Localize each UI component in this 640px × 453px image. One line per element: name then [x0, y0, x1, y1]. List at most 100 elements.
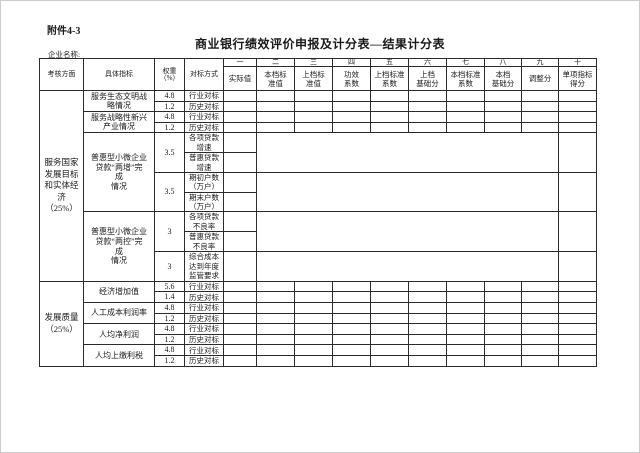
data-cell: [484, 323, 522, 335]
weight-cell: 4.8: [154, 111, 185, 123]
method-cell: 普惠贷款 增速: [184, 152, 224, 173]
col-number-7: 七: [446, 58, 485, 67]
data-cell: [223, 100, 257, 113]
data-cell: [223, 333, 257, 346]
data-cell: [558, 280, 597, 293]
data-cell: [223, 231, 257, 252]
company-name-label: 企业名称:: [48, 50, 81, 59]
merged-data-cell: [256, 132, 559, 173]
method-cell: 各项贷款 不良率: [184, 211, 224, 233]
data-cell: [256, 291, 295, 304]
indicator-cell: 服务战略性新兴 产业情况: [83, 111, 155, 134]
data-cell: [256, 333, 295, 346]
data-cell: [294, 344, 333, 357]
method-cell: 普惠贷款 不良率: [184, 231, 224, 252]
data-cell: [558, 344, 597, 357]
col-name-adjust-score: 调整分: [521, 66, 559, 91]
indicator-cell: 普惠型小微企业 贷款“两增”完 成 情况: [83, 132, 155, 213]
table-row: 发展质量 （25%） 经济增加值 5.6 行业对标: [39, 280, 597, 367]
method-cell: 行业对标: [184, 302, 224, 314]
data-cell: [256, 121, 295, 134]
data-cell: [256, 323, 295, 335]
data-cell: [408, 90, 447, 102]
col-name-upper-standard: 上档标 准值: [294, 66, 333, 91]
method-cell: 历史对标: [184, 312, 224, 325]
data-cell: [408, 355, 447, 367]
data-cell: [294, 100, 333, 113]
method-cell: 期末户数 （万户）: [184, 191, 224, 213]
data-cell: [446, 333, 485, 346]
data-cell: [521, 291, 559, 304]
data-cell: [370, 280, 409, 293]
data-cell: [332, 302, 371, 314]
data-cell: [294, 323, 333, 335]
data-cell: [294, 121, 333, 134]
data-cell: [223, 344, 257, 357]
data-cell: [484, 291, 522, 304]
weight-cell: 1.2: [154, 121, 185, 134]
data-cell: [223, 302, 257, 314]
header-method: 对标方式: [184, 58, 224, 91]
table-row: 1.4 历史对标: [40, 291, 597, 304]
weight-cell: 4.8: [154, 344, 185, 357]
score-sheet-table: 考核方面 具体指标 权重 （%） 对标方式 一 二 三 四 五 六 七 八 九 …: [39, 58, 597, 367]
col-number-9: 九: [521, 58, 559, 67]
data-cell: [256, 280, 295, 293]
table-row: 人工成本利润率 4.8 行业对标: [40, 302, 597, 325]
weight-cell: 1.2: [154, 355, 185, 367]
indicator-cell: 人均净利润: [83, 323, 155, 346]
data-cell: [484, 333, 522, 346]
data-cell: [446, 302, 485, 314]
weight-cell: 1.2: [154, 333, 185, 346]
weight-cell: 3.5: [154, 132, 185, 173]
table-row: 3.5 期初户数 （万户）: [40, 171, 597, 213]
data-cell: [408, 323, 447, 335]
col-name-actual-value: 实际值: [223, 66, 257, 91]
data-cell: [332, 355, 371, 367]
item-score-cell: [558, 132, 597, 173]
data-cell: [446, 323, 485, 335]
method-cell: 行业对标: [184, 323, 224, 335]
col-number-6: 六: [408, 58, 447, 67]
data-cell: [294, 312, 333, 325]
method-cell: 行业对标: [184, 111, 224, 123]
data-cell: [484, 111, 522, 123]
item-score-cell: [558, 250, 597, 282]
aspect-cell: 发展质量 （25%）: [39, 280, 84, 367]
data-cell: [558, 121, 597, 134]
weight-cell: 3: [154, 250, 185, 282]
data-cell: [484, 280, 522, 293]
table-row: 1.2 历史对标: [40, 333, 597, 346]
table-row: 服务战略性新兴 产业情况 4.8 行业对标: [40, 111, 597, 134]
data-cell: [256, 111, 295, 123]
header-aspect: 考核方面: [39, 58, 84, 91]
data-cell: [446, 100, 485, 113]
data-cell: [223, 90, 257, 102]
col-number-2: 二: [256, 58, 295, 67]
data-cell: [332, 333, 371, 346]
data-cell: [223, 291, 257, 304]
indicator-cell: 服务生态文明战 略情况: [83, 89, 155, 113]
col-name-upper-standard-coef: 上档标准 系数: [370, 66, 409, 91]
data-cell: [446, 291, 485, 304]
data-cell: [223, 312, 257, 325]
data-cell: [223, 111, 257, 123]
method-cell: 历史对标: [184, 100, 224, 113]
indicator-cell: 普惠型小微企业 贷款“两控”完 成 情况: [83, 211, 155, 282]
col-name-current-standard-coef: 本档标准 系数: [446, 66, 485, 91]
data-cell: [332, 121, 371, 134]
data-cell: [484, 302, 522, 314]
method-cell: 综合成本 达到年度 监管要求: [184, 250, 224, 282]
table-row: 1.2 历史对标: [40, 121, 597, 134]
data-cell: [521, 355, 559, 367]
weight-cell: 4.8: [154, 323, 185, 335]
data-cell: [332, 312, 371, 325]
data-cell: [558, 302, 597, 314]
table-row: 服务国家 发展目标 和实体经 济 （25%） 服务生态文明战 略情况 4.8 行…: [39, 89, 597, 282]
col-number-8: 八: [484, 58, 522, 67]
aspect-cell: 服务国家 发展目标 和实体经 济 （25%）: [39, 90, 84, 282]
data-cell: [558, 323, 597, 335]
table-row: 人均净利润 4.8 行业对标: [40, 323, 597, 346]
data-cell: [294, 90, 333, 102]
